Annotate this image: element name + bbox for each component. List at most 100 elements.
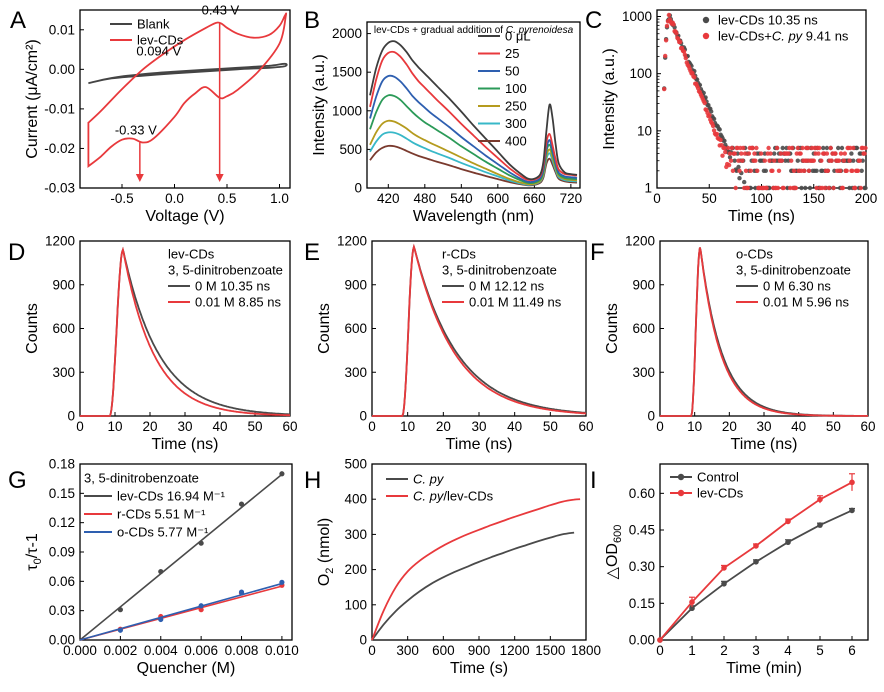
panel-c-point <box>833 151 838 156</box>
panel-c-point <box>742 151 748 156</box>
panel-h-xtick-label: 900 <box>468 643 491 658</box>
panel-c-ylabel: Intensity (a.u.) <box>601 48 618 149</box>
panel-c-point <box>863 145 868 151</box>
panel-f-legend-label: 0.01 M 5.96 ns <box>763 295 849 310</box>
panel-c-point <box>791 168 797 173</box>
panel-i-legend-label: Control <box>697 470 739 485</box>
panel-g-letter: G <box>8 467 27 494</box>
panel-C: C 0 50 100 150 200 1 10 100 1000 Time (ns) Intensit… <box>585 7 877 225</box>
panel-f-ytick-label: 900 <box>632 277 655 292</box>
panel-d-legend-header: 3, 5-dinitrobenzoate <box>168 263 283 278</box>
panel-i-legend-marker <box>677 473 685 481</box>
panel-c-point <box>682 52 688 57</box>
panel-i-xtick-label: 4 <box>784 643 792 658</box>
panel-e-legend-header: 3, 5-dinitrobenzoate <box>442 263 557 278</box>
panel-g-xtick-label: 0.004 <box>144 643 178 658</box>
panel-c-ytick-label: 1000 <box>622 9 652 24</box>
panel-h-xtick-label: 1800 <box>571 643 601 658</box>
panel-h-series <box>371 531 575 641</box>
panel-b-legend-label: 300 <box>505 116 527 131</box>
panel-c-point <box>781 185 786 191</box>
panel-b-ytick-label: 0 <box>354 181 362 196</box>
panel-c-point <box>829 158 834 163</box>
panel-f-xtick-label: 60 <box>860 419 875 434</box>
panel-c-xtick-label: 100 <box>750 191 773 206</box>
panel-c-point <box>758 151 764 156</box>
panel-b-ytick-label: 1500 <box>332 65 362 80</box>
panel-c-point <box>674 31 679 36</box>
panel-c-xlabel: Time (ns) <box>728 208 795 225</box>
panel-g-fit-line <box>79 473 283 641</box>
panel-b-xtick-label: 540 <box>450 191 473 206</box>
panel-c-point <box>750 145 755 151</box>
panel-b-xtick-label: 420 <box>377 191 400 206</box>
panel-c-point <box>671 22 676 27</box>
panel-b-ylabel: Intensity (a.u.) <box>311 54 328 155</box>
panel-f-ytick-label: 1200 <box>625 234 655 249</box>
panel-c-point <box>726 145 731 151</box>
panel-a-letter: A <box>10 7 26 34</box>
panel-h-ytick-label: 100 <box>344 597 367 612</box>
panel-b-legend-label: 400 <box>505 134 527 149</box>
panel-A: A -0.5 0.0 0.5 1.0 -0.03 -0.02 -0.01 0.00 0.01 Vol… <box>10 3 291 225</box>
panel-i-point <box>785 518 791 525</box>
panel-b-legend-label: 50 <box>505 64 519 79</box>
panel-h-ylabel: O2 (nmol) <box>316 518 336 586</box>
panel-g-xtick-label: 0.006 <box>184 643 218 658</box>
panel-g-xtick-label: 0.000 <box>63 643 97 658</box>
panel-d-xtick-label: 60 <box>282 419 297 434</box>
panel-i-point <box>849 507 855 514</box>
panel-f-xtick-label: 0 <box>656 419 664 434</box>
panel-d-xtick-label: 50 <box>247 419 262 434</box>
panel-c-point <box>752 151 757 156</box>
panel-a-annotation: 0.43 V <box>202 3 240 18</box>
panel-g-ytick-label: 0.15 <box>49 486 75 501</box>
panel-c-point <box>799 185 804 191</box>
panel-c-point <box>802 168 807 173</box>
panel-g-legend-label: r-CDs 5.51 M⁻¹ <box>117 507 206 522</box>
panel-c-point <box>811 158 816 163</box>
panel-a-legend-label: Blank <box>137 17 170 32</box>
panel-i-point <box>689 605 695 612</box>
panel-h-ytick-label: 400 <box>344 492 367 507</box>
panel-f-xtick-label: 10 <box>687 419 702 434</box>
panel-a-frame <box>79 9 291 189</box>
panel-h-xtick-label: 600 <box>432 643 455 658</box>
panel-i-xtick-label: 0 <box>656 643 664 658</box>
panel-c-point <box>743 168 749 173</box>
panel-g-xtick-label: 0.010 <box>265 643 299 658</box>
panel-c-point <box>795 158 800 163</box>
panel-d-xtick-label: 0 <box>76 419 84 434</box>
panel-c-point <box>711 128 717 133</box>
panel-c-point <box>755 168 760 173</box>
panel-c-point <box>742 179 747 185</box>
panel-c-point <box>859 168 864 173</box>
panel-e-xlabel: Time (ns) <box>446 436 513 453</box>
panel-b-series <box>369 144 578 187</box>
panel-c-xtick-label: 150 <box>802 191 825 206</box>
panel-c-letter: C <box>585 7 602 34</box>
panel-g-point <box>198 603 204 609</box>
panel-e-xtick-label: 30 <box>471 419 486 434</box>
panel-h-xtick-label: 0 <box>368 643 376 658</box>
panel-a-xtick-label: 1.0 <box>270 191 289 206</box>
panel-c-point <box>778 151 783 156</box>
panel-c-point <box>831 185 836 191</box>
panel-e-legend-label: 0.01 M 11.49 ns <box>469 295 562 310</box>
panel-c-point <box>730 168 736 173</box>
panel-b-legend-label: 100 <box>505 81 527 96</box>
panel-g-point <box>117 627 123 633</box>
panel-c-point <box>841 158 846 163</box>
panel-b-ytick-label: 500 <box>339 142 362 157</box>
panel-c-point <box>714 131 720 137</box>
panel-c-point <box>828 145 833 151</box>
panel-a-series-lev-cds <box>87 12 288 169</box>
panel-c-point <box>692 75 697 80</box>
panel-d-xtick-label: 30 <box>177 419 192 434</box>
panel-c-point <box>798 151 803 156</box>
panel-H: H 0 300 600 900 1200 1500 1800 0 100 200 300 400 500 T… <box>304 457 601 678</box>
panel-c-point <box>739 151 744 156</box>
panel-f-legend-header: 3, 5-dinitrobenzoate <box>736 263 851 278</box>
panel-c-point <box>709 109 714 114</box>
panel-c-point <box>849 151 854 156</box>
